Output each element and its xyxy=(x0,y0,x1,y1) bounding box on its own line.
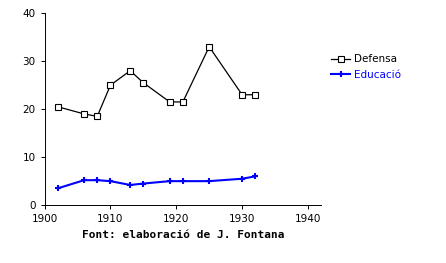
Educació xyxy=(180,180,186,183)
Defensa xyxy=(240,93,245,96)
Legend: Defensa, Educació: Defensa, Educació xyxy=(329,52,403,82)
Defensa xyxy=(55,105,61,108)
Educació xyxy=(252,175,258,178)
Educació xyxy=(240,177,245,180)
Defensa xyxy=(128,69,133,72)
Defensa xyxy=(140,81,146,84)
Line: Defensa: Defensa xyxy=(55,44,258,119)
X-axis label: Font: elaboració de J. Fontana: Font: elaboració de J. Fontana xyxy=(82,230,284,240)
Educació xyxy=(55,187,61,190)
Defensa xyxy=(252,93,258,96)
Defensa xyxy=(95,115,100,118)
Defensa xyxy=(206,45,212,48)
Line: Educació: Educació xyxy=(54,173,259,192)
Defensa xyxy=(180,100,186,104)
Defensa xyxy=(108,84,113,87)
Defensa xyxy=(167,100,172,104)
Educació xyxy=(140,182,146,185)
Educació xyxy=(128,183,133,186)
Educació xyxy=(206,180,212,183)
Educació xyxy=(95,179,100,182)
Educació xyxy=(82,179,87,182)
Educació xyxy=(167,180,172,183)
Defensa xyxy=(82,112,87,115)
Educació xyxy=(108,180,113,183)
